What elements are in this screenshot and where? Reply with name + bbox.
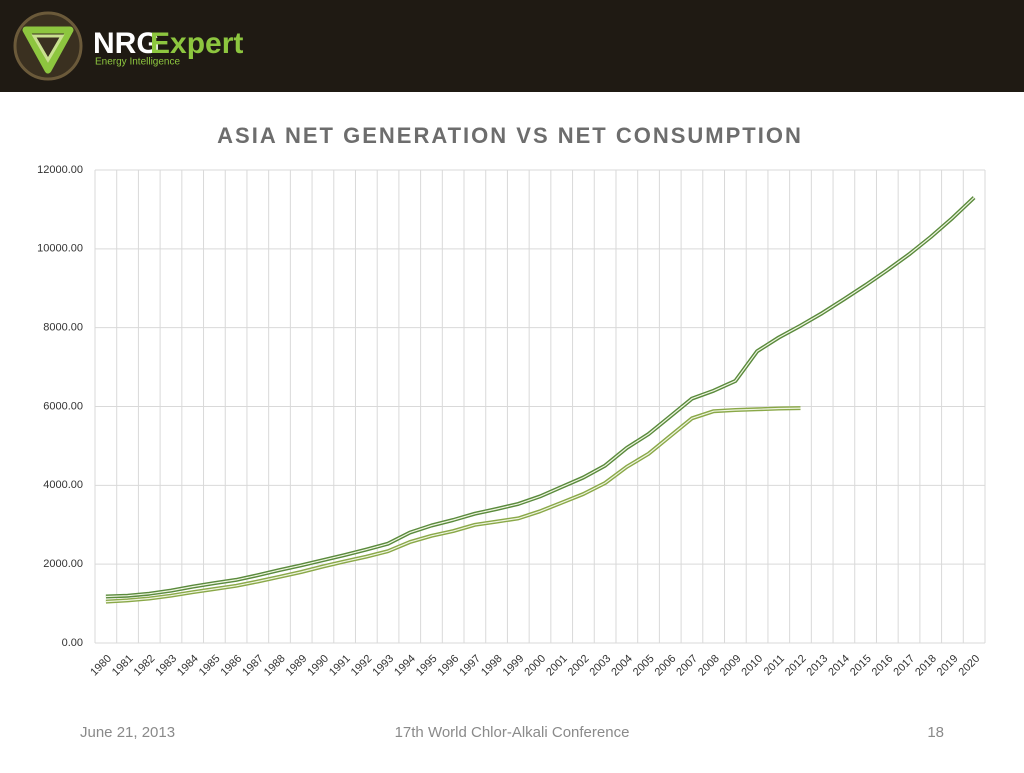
x-tick-label: 2018 xyxy=(913,653,939,679)
brand-expert: Expert xyxy=(150,27,243,60)
x-tick-label: 2004 xyxy=(609,653,635,679)
x-tick-label: 1989 xyxy=(284,653,310,679)
x-tick-label: 1981 xyxy=(110,653,136,679)
chart-title: ASIA NET GENERATION VS NET CONSUMPTION xyxy=(217,123,803,148)
x-tick-label: 1999 xyxy=(501,653,527,679)
x-tick-label: 1998 xyxy=(479,653,505,679)
x-tick-label: 1982 xyxy=(132,653,158,679)
x-tick-label: 1991 xyxy=(327,653,353,679)
x-tick-label: 2010 xyxy=(739,653,765,679)
x-tick-label: 2019 xyxy=(935,653,961,679)
y-tick-label: 8000.00 xyxy=(43,322,83,334)
y-tick-label: 2000.00 xyxy=(43,558,83,570)
series-line-highlight xyxy=(105,407,801,603)
tagline: Energy Intelligence xyxy=(95,57,180,68)
x-tick-label: 1988 xyxy=(262,653,288,679)
x-tick-label: 2016 xyxy=(870,653,896,679)
x-tick-label: 2013 xyxy=(805,653,831,679)
x-tick-label: 2011 xyxy=(762,653,787,678)
x-tick-label: 1996 xyxy=(436,653,462,679)
header-bar xyxy=(0,0,1024,92)
y-tick-label: 0.00 xyxy=(62,637,83,649)
x-tick-label: 2012 xyxy=(783,653,809,679)
y-tick-label: 10000.00 xyxy=(37,243,83,255)
footer-date: June 21, 2013 xyxy=(80,724,175,741)
series-line xyxy=(105,406,801,604)
x-tick-label: 1992 xyxy=(349,653,375,679)
x-tick-label: 1993 xyxy=(370,653,396,679)
footer-event: 17th World Chlor-Alkali Conference xyxy=(395,724,630,741)
x-tick-label: 2008 xyxy=(696,653,722,679)
x-tick-label: 2003 xyxy=(587,653,613,679)
y-tick-label: 6000.00 xyxy=(43,400,83,412)
y-tick-label: 4000.00 xyxy=(43,479,83,491)
brand-nrg: NRG xyxy=(93,27,160,60)
x-tick-label: 2006 xyxy=(653,653,679,679)
x-tick-label: 1990 xyxy=(305,653,331,679)
x-tick-label: 1985 xyxy=(197,653,223,679)
x-tick-label: 1984 xyxy=(175,653,201,679)
x-tick-label: 2000 xyxy=(522,653,548,679)
x-tick-label: 2014 xyxy=(826,653,852,679)
x-tick-label: 1983 xyxy=(153,653,179,679)
series-line-highlight xyxy=(105,197,975,598)
series-line xyxy=(105,196,976,599)
x-tick-label: 1986 xyxy=(218,653,244,679)
x-tick-label: 2020 xyxy=(957,653,983,679)
x-tick-label: 2002 xyxy=(566,653,592,679)
x-tick-label: 2009 xyxy=(718,653,744,679)
y-tick-label: 12000.00 xyxy=(37,164,83,176)
x-tick-label: 1995 xyxy=(414,653,440,679)
x-tick-label: 2001 xyxy=(544,653,570,679)
x-tick-label: 1980 xyxy=(88,653,114,679)
x-tick-label: 2017 xyxy=(891,653,917,679)
x-tick-label: 2007 xyxy=(674,653,700,679)
logo-icon xyxy=(13,11,83,81)
plot: 0.00 2000.00 4000.00 6000.00 8000.00 10000.00… xyxy=(37,164,986,679)
x-tick-label: 1987 xyxy=(240,653,266,679)
x-tick-label: 1994 xyxy=(392,653,418,679)
x-tick-label: 1997 xyxy=(457,653,483,679)
page-number: 18 xyxy=(927,724,944,741)
x-tick-label: 2005 xyxy=(631,653,657,679)
x-tick-label: 2015 xyxy=(848,653,874,679)
